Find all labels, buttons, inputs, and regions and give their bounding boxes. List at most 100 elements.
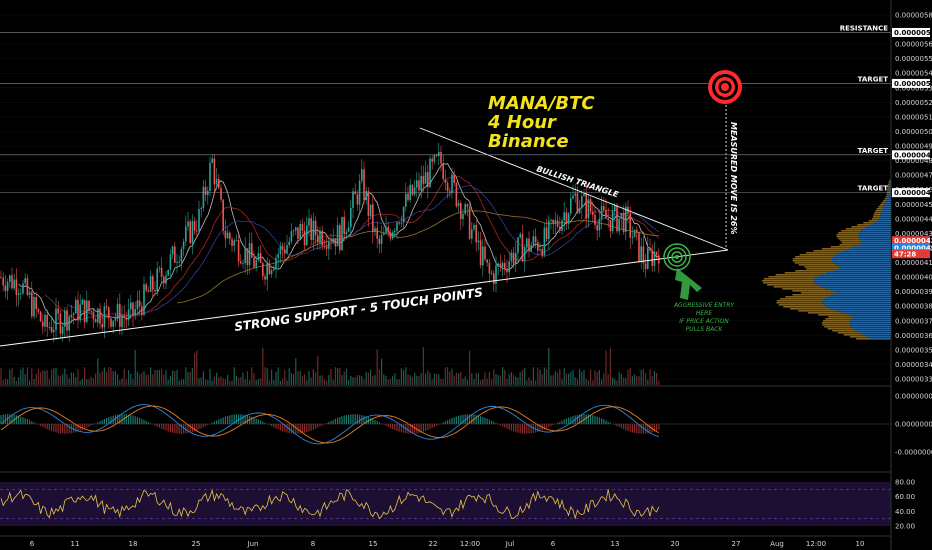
candle-body [363, 169, 365, 201]
candle-body [321, 230, 323, 246]
volume-bar [37, 368, 39, 385]
candle-body [435, 155, 438, 156]
volume-bar [183, 379, 185, 385]
time-axis: 6 11 18 25 Jun 8 15 22 12:00 Jul 6 13 20 27 Aug 12:00 10 [30, 540, 865, 548]
volume-profile-bar-up [785, 296, 828, 298]
candle-body [356, 194, 359, 205]
rsi-axis: 80.00 60.00 40.00 20.00 [895, 479, 915, 531]
candle-body [482, 246, 484, 266]
macd-hist-bar [528, 424, 530, 434]
volume-bar [548, 347, 550, 385]
volume-profile-bar-up [818, 314, 848, 316]
macd-hist-bar [40, 424, 42, 426]
macd-hist-bar [398, 424, 400, 432]
volume-profile-bar-down [879, 218, 891, 220]
macd-hist-bar [614, 424, 616, 426]
volume-bar [84, 367, 86, 385]
macd-hist-bar [81, 424, 83, 430]
volume-bar [341, 375, 343, 385]
volume-bar [352, 377, 354, 385]
macd-hist-bar [348, 414, 350, 424]
candle-body [622, 213, 625, 233]
volume-bar [317, 355, 319, 385]
candle-body [336, 225, 339, 247]
macd-hist-bar [638, 424, 640, 434]
candle-body [411, 184, 414, 195]
volume-bar [469, 351, 471, 385]
volume-profile-bar-down [849, 322, 891, 324]
volume-profile-bar-up [798, 264, 836, 266]
macd-line [0, 404, 659, 445]
volume-bar [75, 377, 77, 385]
volume-bar [568, 373, 570, 385]
volume-bar [299, 370, 301, 385]
volume-bar [139, 374, 141, 385]
entry-line-3: IF PRICE ACTION [679, 318, 729, 325]
volume-bar [288, 368, 290, 385]
candle-body [429, 158, 431, 188]
macd-hist-bar [319, 424, 321, 427]
volume-profile-bar-up [821, 322, 850, 324]
candle-body [473, 224, 475, 230]
candle-body [149, 276, 152, 292]
volume-bar [53, 368, 55, 385]
macd-hist-bar [634, 424, 636, 434]
macd-hist-bar [653, 424, 655, 432]
candle-body [515, 252, 517, 264]
macd-hist-bar [332, 419, 334, 424]
volume-bar [629, 368, 631, 385]
candle-body [286, 245, 288, 254]
candle-body [501, 262, 504, 267]
volume-bar [81, 378, 83, 385]
volume-bar [506, 378, 508, 385]
macd-hist-bar [508, 424, 510, 430]
volume-profile-bar-down [820, 286, 891, 288]
macd-hist-bar [616, 424, 618, 427]
candle-body [559, 226, 561, 231]
volume-profile-bar-up [868, 220, 878, 222]
volume-profile-bar-down [887, 196, 891, 198]
volume-profile-bar-up [798, 310, 836, 312]
candle-body [196, 230, 198, 232]
time-tick-label: Aug [770, 540, 784, 548]
volume-profile-bar-down [835, 310, 891, 312]
volume-profile-bar-down [833, 256, 891, 258]
macd-hist-bar [493, 421, 495, 424]
macd-hist-bar [169, 424, 171, 433]
candle-body [246, 248, 249, 266]
candle-body [418, 180, 420, 191]
time-tick-label: 11 [71, 540, 80, 548]
macd-hist-bar [125, 414, 127, 424]
price-tag-box [892, 243, 930, 253]
candle-body [431, 158, 433, 162]
volume-bar [64, 368, 66, 385]
volume-bar [638, 375, 640, 385]
rsi-panel [0, 489, 891, 520]
candle-body [262, 263, 264, 277]
candle-body [218, 178, 220, 189]
candle-body [83, 299, 86, 323]
macd-hist-bar [343, 415, 345, 424]
macd-hist-bar [139, 417, 141, 424]
volume-bar [491, 379, 493, 385]
volume-profile-bar-down [862, 334, 891, 336]
macd-hist-bar [143, 419, 145, 424]
candle-body [13, 279, 15, 289]
volume-profile-bar-up [805, 252, 840, 254]
candle-body [369, 204, 372, 216]
volume-bar [136, 371, 138, 385]
volume-profile-bar-down [833, 270, 891, 272]
volume-bar [196, 350, 198, 385]
macd-hist-bar [403, 424, 405, 433]
volume-profile-bar-down [813, 280, 891, 282]
volume-bar [255, 380, 257, 385]
candle-body [0, 277, 2, 278]
volume-profile-bar-up [808, 312, 842, 314]
candle-body [136, 300, 139, 310]
volume-bar [583, 370, 585, 385]
volume-profile-bar-down [880, 214, 891, 216]
volume-bar [579, 368, 581, 385]
